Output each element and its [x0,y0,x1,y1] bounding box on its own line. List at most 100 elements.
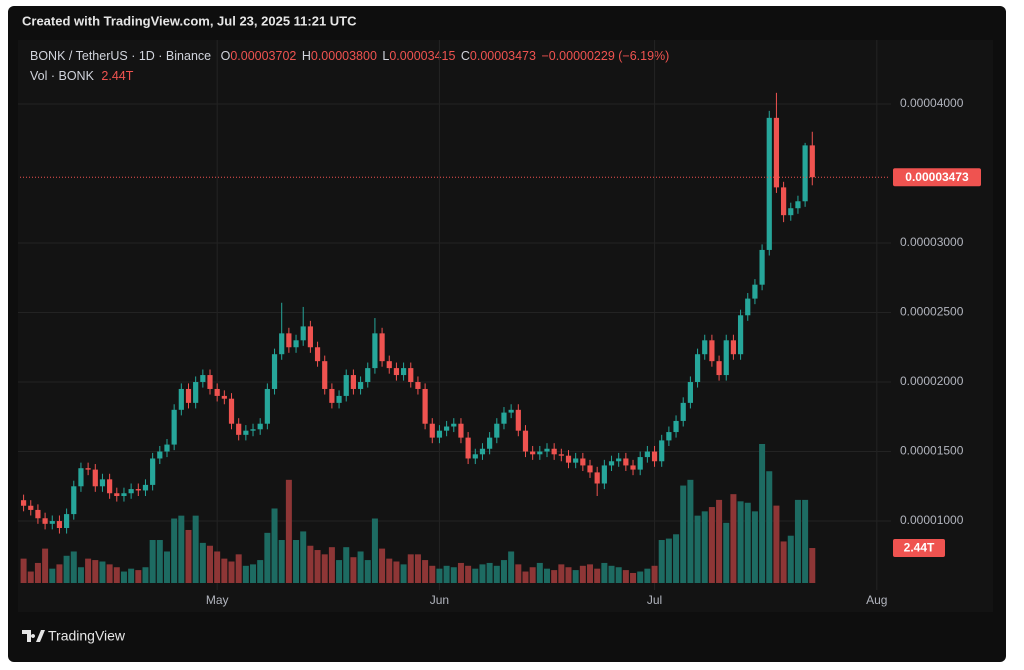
volume-bar [300,531,307,583]
volume-bar [615,567,622,583]
candle-body [142,484,149,491]
volume-bar [443,565,450,583]
volume-bar [307,545,314,583]
y-tick-label: 0.00001000 [900,513,964,527]
volume-bar [20,558,27,583]
volume-bar [407,554,414,583]
volume-bar [601,562,608,583]
candle-body [472,454,478,459]
candle-body [157,451,163,459]
candle-body [451,423,457,427]
y-tick-label: 0.00003000 [900,235,964,249]
candle-body [214,388,220,396]
volume-bar [429,565,436,583]
candle-body [651,451,658,462]
candle-body [788,208,794,216]
volume-bar [587,564,594,583]
volume-bar [221,558,228,583]
volume-bar [336,560,343,583]
candle-body [221,395,227,399]
volume-bar [371,518,378,583]
volume-bar [543,568,550,583]
volume-bar [264,532,271,583]
volume-bar [185,529,192,583]
volume-header: Vol · BONK 2.44T [30,69,134,83]
volume-bar [737,501,744,583]
candle-body [393,368,400,376]
candle-body [135,489,141,491]
change-value: −0.00000229 (−6.19%) [541,49,669,63]
volume-bar [400,564,407,583]
volume-bar [120,571,127,583]
volume-bar [85,558,92,583]
volume-bar [386,558,393,583]
candle-body [92,469,98,487]
y-tick-label: 0.00002500 [900,305,964,319]
volume-bar [780,541,787,583]
volume-bar [773,505,780,583]
candle-body [49,521,55,524]
volume-bar [594,568,601,583]
x-tick-label: May [206,593,229,607]
volume-bar [716,499,723,583]
volume-bar [744,502,751,583]
candle-body [558,454,564,456]
candle-body [594,472,600,484]
volume-bar [723,522,730,583]
volume-bar [207,545,214,583]
volume-bar [142,567,149,583]
candle-body [745,298,751,316]
candle-body [580,458,586,466]
candle-body [809,145,815,178]
volume-bar [751,511,758,583]
candle-body [458,423,464,438]
candle-body [322,361,328,389]
volume-bar [128,568,135,583]
volume-bar [522,571,529,583]
candle-body [522,430,529,452]
candle-body [766,117,772,250]
candle-body [487,437,493,449]
candle-body [207,375,213,389]
candle-body [28,505,34,510]
candle-body [415,382,421,389]
volume-value: 2.44T [101,69,133,83]
candle-body [730,340,737,355]
volume-bar [529,567,536,583]
candle-body [78,468,84,487]
candle-body [515,409,521,431]
candle-body [236,423,242,435]
volume-bar [63,555,70,583]
candle-body [56,521,63,528]
volume-bar [34,562,41,583]
symbol: BONK / TetherUS · 1D · Binance [30,49,211,63]
volume-bar [658,540,665,583]
volume-bar [178,515,185,583]
plot-area [18,40,993,612]
volume-bar [278,540,285,583]
volume-bar [515,564,522,583]
volume-bar [199,542,206,583]
candle-body [64,514,70,528]
open-value: 0.00003702 [230,49,296,63]
logo-text: TradingView [48,628,126,644]
volume-bar [250,564,257,583]
volume-bar [99,561,106,583]
candle-body [71,486,77,515]
candle-body [193,382,199,403]
candle-body [171,409,177,445]
candle-body [85,468,91,470]
candle-body [465,437,471,459]
banner: Created with TradingView.com, Jul 23, 20… [22,13,357,28]
volume-bar [328,547,335,583]
candle-body [680,402,686,421]
low-value: 0.00003415 [389,49,455,63]
candle-body [429,423,435,438]
candle-body [357,382,364,389]
volume-name: Vol · BONK [30,69,95,83]
footer-logo: TradingView [22,628,126,644]
volume-pane [20,444,816,583]
volume-bar [235,554,242,583]
volume-bar [694,515,701,583]
volume-bar [493,565,500,583]
